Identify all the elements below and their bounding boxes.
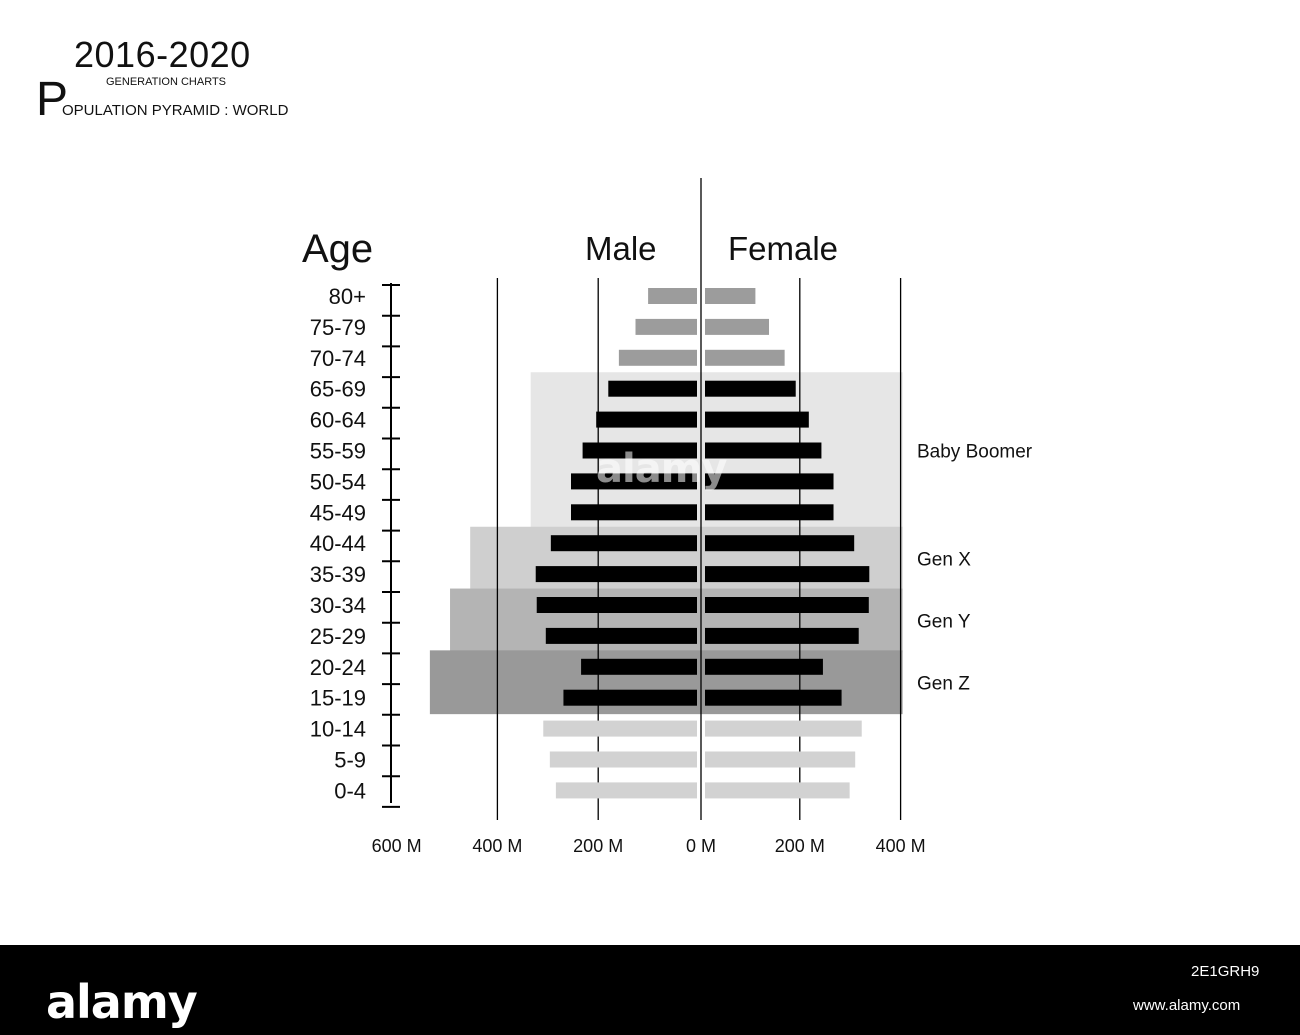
age-tick-label: 5-9	[334, 748, 366, 773]
bar-female	[705, 535, 855, 552]
watermark: alamy	[596, 446, 727, 492]
generation-label: Gen Z	[917, 673, 970, 694]
title-main: OPULATION PYRAMID : WORLD	[62, 102, 289, 119]
age-tick-label: 35-39	[310, 562, 366, 587]
footer-logo: alamy	[46, 975, 198, 1029]
age-tick-label: 20-24	[310, 655, 366, 680]
age-tick-label: 60-64	[310, 408, 366, 433]
generation-label: Baby Boomer	[917, 442, 1033, 463]
title-years: 2016-2020	[74, 34, 251, 75]
bar-female	[705, 627, 859, 644]
bar-female	[705, 380, 796, 397]
age-tick-label: 45-49	[310, 500, 366, 525]
male-label: Male	[585, 230, 657, 267]
x-tick-label: 200 M	[573, 836, 623, 856]
footer-image-id: 2E1GRH9	[1191, 963, 1260, 980]
bar-female	[705, 318, 770, 335]
title-initial: P	[36, 73, 69, 126]
footer-bar: alamy 2E1GRH9 www.alamy.com	[0, 945, 1300, 1035]
bar-male	[536, 597, 697, 613]
bar-male	[535, 566, 697, 583]
population-pyramid-chart: Baby Boomer Gen X Gen Y Gen Z 80+ 75-79 70-74 6…	[302, 178, 1033, 856]
age-tick-label: 80+	[329, 284, 366, 309]
age-tick-label: 10-14	[310, 717, 366, 742]
bar-male	[608, 380, 697, 397]
age-tick-label: 65-69	[310, 377, 366, 402]
x-tick-label: 0 M	[686, 836, 716, 856]
bar-female	[705, 566, 870, 583]
bar-female	[705, 689, 842, 706]
bar-male	[596, 411, 697, 428]
bar-male	[543, 720, 697, 737]
age-tick-label: 15-19	[310, 686, 366, 711]
age-tick-label: 25-29	[310, 624, 366, 649]
x-tick-label: 400 M	[472, 836, 522, 856]
bar-female	[705, 442, 822, 459]
bar-female	[705, 411, 809, 428]
bar-female	[705, 473, 834, 490]
title-subtitle: GENERATION CHARTS	[106, 76, 226, 88]
age-tick-label: 75-79	[310, 315, 366, 340]
bar-female	[705, 782, 850, 799]
x-tick-label: 600 M	[372, 836, 422, 856]
female-label: Female	[728, 230, 838, 267]
bar-male	[635, 318, 697, 335]
age-tick-label: 30-34	[310, 593, 366, 618]
bar-male	[545, 627, 697, 644]
bar-male	[581, 658, 697, 675]
bar-male	[571, 504, 697, 521]
bar-female	[705, 288, 756, 304]
age-tick-label: 0-4	[334, 778, 366, 803]
bar-male	[563, 689, 697, 706]
bar-female	[705, 597, 869, 613]
generation-label: Gen X	[917, 550, 971, 571]
bar-female	[705, 349, 785, 366]
bar-female	[705, 751, 856, 768]
bar-female	[705, 658, 823, 675]
age-tick-label: 70-74	[310, 346, 366, 371]
bar-male	[555, 782, 697, 799]
title-block: 2016-2020 GENERATION CHARTS P OPULATION …	[36, 30, 316, 130]
age-tick-label: 50-54	[310, 469, 366, 494]
bar-male	[648, 288, 697, 304]
footer-url: www.alamy.com	[1133, 997, 1241, 1014]
age-axis-title: Age	[302, 227, 373, 271]
bar-female	[705, 504, 834, 521]
bar-male	[618, 349, 697, 366]
generation-label: Gen Y	[917, 611, 971, 632]
bar-male	[571, 473, 697, 490]
age-tick-label: 55-59	[310, 439, 366, 464]
age-tick-label: 40-44	[310, 531, 366, 556]
bar-male	[550, 535, 697, 552]
bar-male	[582, 442, 697, 459]
x-tick-label: 400 M	[876, 836, 926, 856]
bar-female	[705, 720, 862, 737]
x-tick-label: 200 M	[775, 836, 825, 856]
bar-male	[549, 751, 697, 768]
